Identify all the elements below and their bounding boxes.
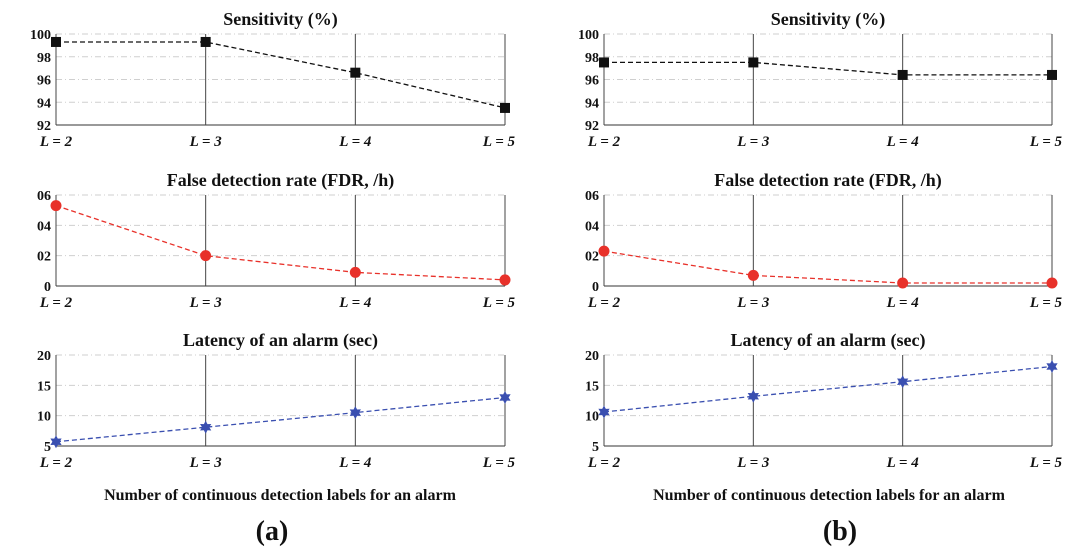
chart-a-1-ytick-label: 96 — [37, 74, 51, 89]
chart-a-1-point — [350, 67, 361, 78]
chart-b-3-xtick-label: L = 4 — [886, 455, 920, 471]
chart-a-3-ytick-label: 20 — [37, 349, 51, 364]
chart-a-2-ytick-label: 06 — [37, 189, 51, 204]
chart-b-2: False detection rate (FDR, /h) 0 02 04 06 L =… — [585, 170, 1062, 311]
chart-b-1-title: Sensitivity (%) — [771, 9, 886, 30]
chart-a-1-point — [51, 36, 61, 47]
chart-a-3-xtick-label: L = 4 — [338, 455, 372, 471]
chart-b-2-xtick-label: L = 5 — [1029, 295, 1063, 311]
chart-b-2-point — [897, 277, 909, 289]
chart-b-1-series-line — [604, 61, 1052, 76]
panel-a-label: (a) — [256, 516, 289, 547]
chart-a-1: Sensitivity (%) 92 94 96 98 100 L = 2 L = 3 L = … — [30, 9, 515, 150]
chart-a-1-xtick-label: L = 3 — [189, 134, 223, 150]
chart-a-3-xtick-label: L = 5 — [482, 455, 516, 471]
chart-b-1: Sensitivity (%) 92 94 96 98 100 L = 2 L = 3 L = … — [578, 9, 1062, 150]
chart-a-3-xtick-label: L = 3 — [189, 455, 223, 471]
chart-b-1-xtick-label: L = 2 — [587, 134, 621, 150]
chart-a-2-title: False detection rate (FDR, /h) — [167, 170, 394, 191]
chart-b-3-xtick-label: L = 3 — [736, 455, 770, 471]
chart-b-2-xtick-label: L = 3 — [736, 295, 770, 311]
chart-a-3: Latency of an alarm (sec) 5 10 15 20 L = 2 L =… — [37, 330, 515, 471]
chart-a-2-point — [200, 250, 212, 262]
chart-b-3-ytick-label: 20 — [585, 349, 599, 364]
chart-a-1-xtick-label: L = 2 — [39, 134, 73, 150]
chart-b-2-point — [1046, 277, 1058, 289]
chart-b-2-xtick-label: L = 4 — [886, 295, 920, 311]
chart-a-2-ytick-label: 04 — [37, 219, 51, 234]
chart-b-3-point — [747, 389, 759, 403]
chart-a-2: False detection rate (FDR, /h) 0 02 04 06 L =… — [37, 170, 515, 311]
chart-a-3-ytick-label: 10 — [37, 410, 51, 425]
chart-a-3-title: Latency of an alarm (sec) — [183, 330, 378, 351]
chart-b-1-ytick-label: 94 — [585, 96, 599, 111]
chart-b-3-ytick-label: 15 — [585, 379, 599, 394]
chart-a-3-point — [499, 390, 511, 404]
chart-b-1-xtick-label: L = 3 — [736, 134, 770, 150]
chart-a-3-xtick-label: L = 2 — [39, 455, 73, 471]
chart-b-2-point — [598, 245, 610, 257]
chart-b-3-point — [1046, 360, 1058, 374]
chart-a-2-xtick-label: L = 5 — [482, 295, 516, 311]
chart-b-3-title: Latency of an alarm (sec) — [731, 330, 926, 351]
chart-b-1-ytick-label: 98 — [585, 51, 599, 66]
chart-b-3-xtick-label: L = 5 — [1029, 455, 1063, 471]
chart-b-1-ytick-label: 100 — [578, 28, 599, 43]
chart-b-3: Latency of an alarm (sec) 5 10 15 20 L = 2 L =… — [585, 330, 1062, 471]
chart-b-2-ytick-label: 0 — [592, 280, 599, 295]
chart-a-3-point — [349, 406, 361, 420]
panel-a-xlabel: Number of continuous detection labels fo… — [104, 487, 457, 504]
chart-b-3-ytick-label: 5 — [592, 440, 599, 455]
chart-a-1-point — [200, 36, 211, 47]
chart-a-2-xtick-label: L = 3 — [189, 295, 223, 311]
chart-b-1-point — [748, 57, 759, 68]
chart-b-1-point — [599, 57, 609, 68]
chart-a-1-title: Sensitivity (%) — [223, 9, 338, 30]
chart-a-2-ytick-label: 0 — [44, 280, 51, 295]
chart-b-2-xtick-label: L = 2 — [587, 295, 621, 311]
chart-a-3-ytick-label: 15 — [37, 379, 51, 394]
chart-b-2-ytick-label: 04 — [585, 219, 599, 234]
chart-a-1-xtick-label: L = 5 — [482, 134, 516, 150]
chart-b-1-xtick-label: L = 4 — [886, 134, 920, 150]
chart-a-2-xtick-label: L = 4 — [338, 295, 372, 311]
chart-a-3-point — [200, 420, 212, 434]
chart-a-3-point — [50, 435, 62, 449]
chart-a-2-series-line — [55, 204, 506, 281]
chart-a-2-ytick-label: 02 — [37, 250, 51, 265]
chart-b-3-xtick-label: L = 2 — [587, 455, 621, 471]
chart-b-3-point — [598, 405, 610, 419]
chart-a-3-ytick-label: 5 — [44, 440, 51, 455]
chart-a-3-series-line — [55, 396, 506, 443]
chart-a-2-point — [50, 200, 62, 212]
chart-b-1-xtick-label: L = 5 — [1029, 134, 1063, 150]
chart-b-3-series-line — [603, 365, 1053, 413]
chart-b-2-series-line — [603, 250, 1052, 284]
chart-a-2-xtick-label: L = 2 — [39, 295, 73, 311]
chart-a-1-ytick-label: 98 — [37, 51, 51, 66]
chart-a-1-xtick-label: L = 4 — [338, 134, 372, 150]
chart-a-1-ytick-label: 92 — [37, 119, 51, 134]
panel-b-label: (b) — [823, 516, 857, 547]
chart-b-1-ytick-label: 92 — [585, 119, 599, 134]
chart-a-1-ytick-label: 100 — [30, 28, 51, 43]
chart-b-1-ytick-label: 96 — [585, 74, 599, 89]
chart-b-1-point — [897, 69, 908, 80]
chart-b-2-ytick-label: 06 — [585, 189, 599, 204]
panel-b-xlabel: Number of continuous detection labels fo… — [653, 487, 1006, 504]
chart-b-2-point — [747, 269, 759, 281]
chart-a-1-ytick-label: 94 — [37, 96, 51, 111]
chart-b-3-ytick-label: 10 — [585, 410, 599, 425]
chart-a-1-series-line — [56, 41, 506, 109]
chart-b-2-title: False detection rate (FDR, /h) — [714, 170, 941, 191]
chart-a-2-point — [349, 266, 361, 278]
chart-a-1-point — [500, 102, 510, 113]
chart-b-1-point — [1047, 69, 1057, 80]
chart-b-2-ytick-label: 02 — [585, 250, 599, 265]
chart-a-2-point — [499, 274, 511, 286]
chart-b-3-point — [897, 375, 909, 389]
